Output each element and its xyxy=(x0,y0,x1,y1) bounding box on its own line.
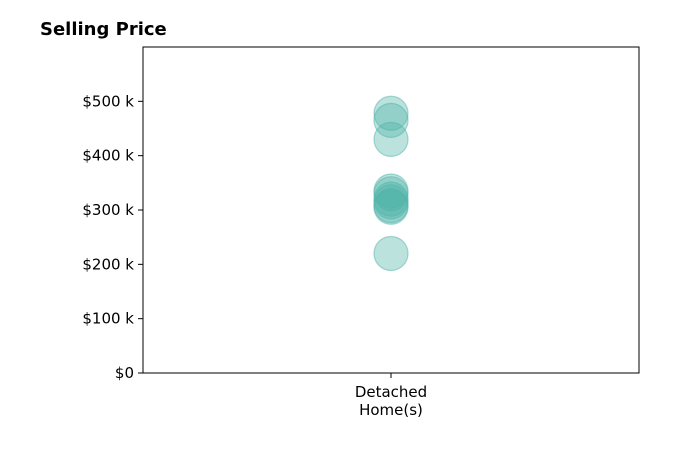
y-tick-label: $200 k xyxy=(82,255,134,273)
y-tick-label: $300 k xyxy=(82,201,134,219)
data-point xyxy=(373,189,409,225)
y-tick-label: $0 xyxy=(115,364,134,382)
data-point xyxy=(373,121,409,157)
data-point xyxy=(373,235,409,272)
chart-title: Selling Price xyxy=(40,19,167,40)
x-tick-label-line: Detached xyxy=(355,383,427,401)
x-tick-label-line: Home(s) xyxy=(359,401,423,419)
x-tick-label: Detached Home(s) xyxy=(355,383,427,419)
data-point xyxy=(373,176,409,212)
data-point xyxy=(373,95,409,131)
data-point xyxy=(373,102,409,138)
x-axis: Detached Home(s) xyxy=(355,373,427,419)
points-layer xyxy=(373,95,409,272)
y-tick-label: $100 k xyxy=(82,310,134,328)
y-axis: $0 $100 k $200 k $300 k $400 k $500 k xyxy=(82,92,143,382)
y-tick-label: $500 k xyxy=(82,92,134,110)
y-tick-label: $400 k xyxy=(82,147,134,165)
